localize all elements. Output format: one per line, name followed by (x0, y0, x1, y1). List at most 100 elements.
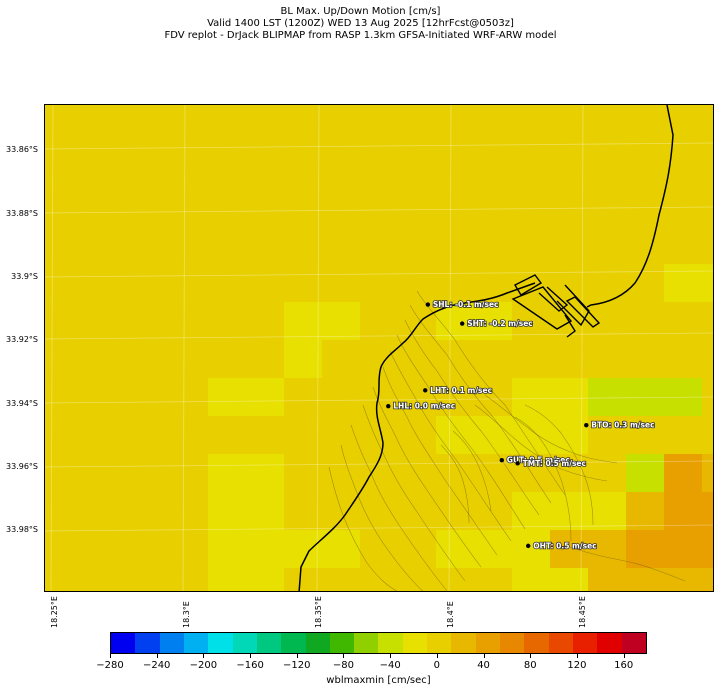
site-label: SHT: -0.2 m/sec (467, 319, 533, 328)
grid-cell (588, 530, 626, 568)
site-marker (584, 423, 589, 428)
grid-cell (322, 530, 360, 568)
site-lht: LHT: 0.1 m/sec (423, 385, 493, 396)
harbour-breakwaters (511, 274, 601, 338)
grid-cell (436, 416, 474, 454)
grid-cell (626, 530, 664, 568)
colorbar-swatch (305, 633, 330, 653)
site-shl: SHL: -0.1 m/sec (425, 299, 499, 310)
grid-cell (512, 416, 550, 454)
grid-cell (436, 530, 474, 568)
site-oht: OHT: 0.5 m/sec (526, 541, 597, 551)
grid-cell (588, 378, 626, 416)
colorbar-tick-label: −80 (332, 660, 355, 671)
grid-cell (702, 568, 713, 591)
colorbar-tick-label: −200 (189, 660, 218, 671)
lat-label: 33.86°S (6, 145, 38, 154)
site-marker (460, 321, 465, 326)
colorbar-tick-mark (203, 654, 205, 658)
site-marker (423, 388, 428, 393)
grid-cell (246, 454, 284, 492)
site-label: LHL: 0.0 m/sec (393, 402, 455, 411)
grid-cell (702, 492, 713, 530)
grid-cell (284, 302, 322, 340)
lon-label: 18.35°E (314, 596, 323, 628)
grid-cell (702, 264, 713, 302)
title-line-3: FDV replot - DrJack BLIPMAP from RASP 1.… (164, 30, 557, 41)
colorbar-swatch (135, 633, 160, 653)
site-label: OHT: 0.5 m/sec (533, 541, 596, 550)
lon-label: 18.3°E (182, 601, 191, 628)
grid-cell (702, 530, 713, 568)
colorbar-swatch (475, 633, 500, 653)
grid-cell (550, 378, 588, 416)
colorbar-tick-label: −160 (236, 660, 264, 671)
colorbar-tick-label: 120 (567, 660, 587, 671)
colorbar (110, 632, 647, 654)
colorbar-label: wblmaxmin [cm/sec] (326, 675, 431, 686)
grid-cell (664, 264, 702, 302)
grid-cell (664, 492, 702, 530)
site-tmt: TMT: 0.5 m/sec (515, 458, 587, 469)
grid-cell (664, 378, 702, 416)
site-label: BTO: 0.3 m/sec (591, 421, 654, 430)
colorbar-tick-mark (483, 654, 485, 658)
colorbar-swatch (256, 633, 282, 653)
colorbar-swatch (427, 633, 452, 653)
graticule (45, 105, 713, 591)
grid-cell (284, 340, 322, 378)
grid-cell (246, 492, 284, 530)
grid-cell (550, 530, 588, 568)
lat-label: 33.9°S (11, 272, 38, 281)
grid-cell (626, 454, 664, 492)
colorbar-tick-label: −120 (283, 660, 311, 671)
colorbar-tick-label: 0 (433, 660, 441, 671)
sites-layer: SHL: -0.1 m/sec SHT: -0.2 m/sec LHT: 0.1 m… (386, 299, 655, 551)
grid-cell (512, 568, 550, 591)
colorbar-swatch (402, 633, 428, 653)
colorbar-swatch (159, 633, 184, 653)
colorbar-swatch (572, 633, 598, 653)
grid-cell (626, 378, 664, 416)
colorbar-swatch (281, 633, 306, 653)
grid-cell (208, 454, 246, 492)
site-gut: GUT: 0.5 m/sec (499, 455, 571, 465)
grid-cell (550, 416, 588, 454)
colorbar-swatch (597, 633, 622, 653)
grid-cell (550, 492, 588, 530)
grid-cell (664, 454, 702, 492)
lat-label: 33.96°S (6, 462, 38, 471)
map-canvas: SHL: -0.1 m/sec SHT: -0.2 m/sec LHT: 0.1 m… (45, 105, 713, 591)
lat-label: 33.88°S (6, 209, 38, 218)
colorbar-swatch (111, 633, 136, 653)
colorbar-swatch (378, 633, 403, 653)
colorbar-swatch (451, 633, 476, 653)
site-marker (386, 403, 391, 409)
lon-label: 18.4°E (446, 601, 455, 628)
title-line-1: BL Max. Up/Down Motion [cm/s] (280, 6, 441, 17)
grid-cell (246, 530, 284, 568)
grid-cell (588, 492, 626, 530)
grid-cell (512, 530, 550, 568)
colorbar-tick-mark (156, 654, 158, 658)
map-panel: SHL: -0.1 m/sec SHT: -0.2 m/sec LHT: 0.1 m… (44, 104, 714, 592)
grid-cell (208, 568, 246, 591)
colorbar-tick-mark (343, 654, 345, 658)
colorbar-tick-mark (576, 654, 578, 658)
colorbar-swatch (329, 633, 355, 653)
lat-label: 33.94°S (6, 399, 38, 408)
colorbar-swatch (208, 633, 233, 653)
colorbar-tick-mark (296, 654, 298, 658)
title-line-2: Valid 1400 LST (1200Z) WED 13 Aug 2025 [… (207, 18, 514, 29)
grid-cell (664, 530, 702, 568)
colorbar-swatch (548, 633, 573, 653)
colorbar-swatch (183, 633, 209, 653)
colorbar-tick-mark (436, 654, 438, 658)
grid-cell (322, 302, 360, 340)
grid-cell (474, 302, 512, 340)
colorbar-swatch (621, 633, 646, 653)
coastline (298, 105, 674, 591)
grid-cell (664, 568, 702, 591)
site-marker (515, 461, 520, 466)
colorbar-tick-label: −240 (142, 660, 171, 671)
